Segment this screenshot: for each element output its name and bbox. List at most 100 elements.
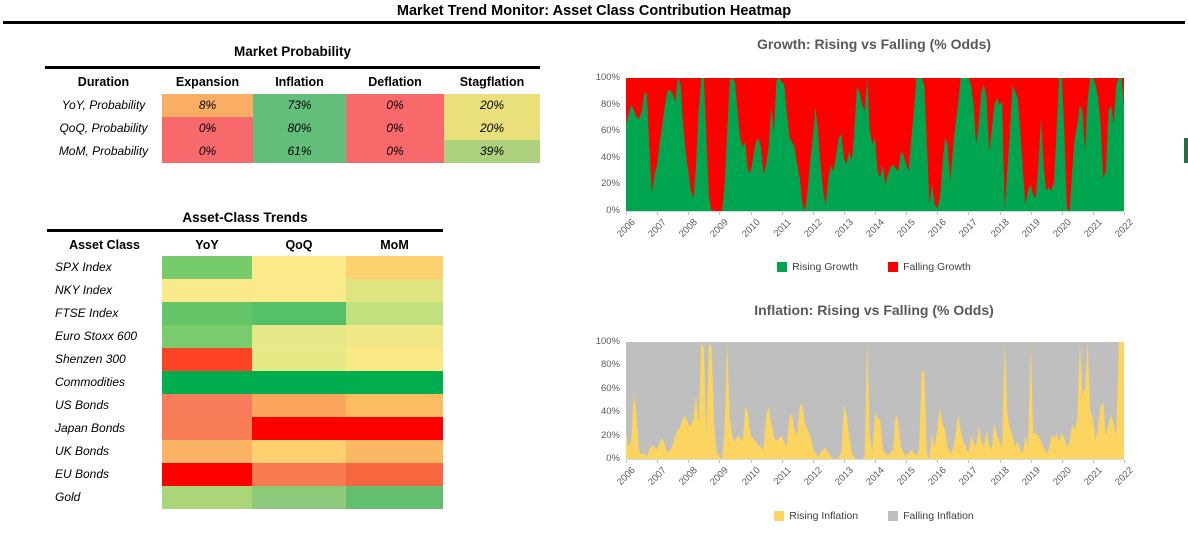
rising-growth-swatch-icon xyxy=(777,262,788,272)
heatmap-cell[interactable] xyxy=(252,394,346,417)
market-probability-table: Market Probability Duration Expansion Infl… xyxy=(45,44,540,166)
x-axis-tick xyxy=(781,460,783,463)
probability-cell[interactable]: 80% xyxy=(253,117,346,140)
probability-cell[interactable]: 0% xyxy=(346,117,444,140)
heatmap-cell[interactable] xyxy=(162,325,252,348)
row-label: FTSE Index xyxy=(55,306,119,320)
y-axis-tick-label: 40% xyxy=(600,151,620,163)
table-row: NKY Index xyxy=(47,279,443,302)
y-axis-tick-label: 60% xyxy=(600,125,620,137)
x-axis-tick-label: 2012 xyxy=(801,217,825,240)
heatmap-cell[interactable] xyxy=(252,256,346,279)
inflation-chart[interactable]: Inflation: Rising vs Falling (% Odds) Ri… xyxy=(560,296,1188,547)
x-axis-tick-label: 2010 xyxy=(739,217,763,240)
table-row: Euro Stoxx 600 xyxy=(47,325,443,348)
heatmap-cell[interactable] xyxy=(162,302,252,325)
x-axis-tick-label: 2022 xyxy=(1113,217,1136,240)
page-title: Market Trend Monitor: Asset Class Contri… xyxy=(396,3,792,19)
heatmap-cell[interactable] xyxy=(252,486,346,509)
heatmap-cell[interactable] xyxy=(346,486,443,509)
heatmap-cell[interactable] xyxy=(252,279,346,302)
heatmap-cell[interactable] xyxy=(162,348,252,371)
heatmap-cell[interactable] xyxy=(252,417,346,440)
inflation-chart-plot[interactable] xyxy=(626,342,1124,459)
inflation-chart-legend: Rising Inflation Falling Inflation xyxy=(560,510,1188,522)
heatmap-cell[interactable] xyxy=(346,279,443,302)
probability-cell[interactable]: 73% xyxy=(253,94,346,117)
x-axis-tick xyxy=(906,212,908,215)
legend-label: Rising Inflation xyxy=(789,510,859,522)
x-axis-tick-label: 2008 xyxy=(677,465,701,488)
heatmap-cell[interactable] xyxy=(162,417,252,440)
x-axis-tick xyxy=(812,460,814,463)
asset-class-trends-title: Asset-Class Trends xyxy=(182,210,308,225)
probability-cell[interactable]: 61% xyxy=(253,140,346,163)
heatmap-cell[interactable] xyxy=(346,463,443,486)
heatmap-cell[interactable] xyxy=(162,279,252,302)
x-axis-tick-label: 2021 xyxy=(1081,217,1105,240)
x-axis-tick xyxy=(688,212,690,215)
table-row: US Bonds xyxy=(47,394,443,417)
y-axis-tick-label: 60% xyxy=(600,382,620,394)
x-axis-line xyxy=(626,459,1124,460)
heatmap-cell[interactable] xyxy=(346,440,443,463)
table-row: Gold xyxy=(47,486,443,509)
heatmap-cell[interactable] xyxy=(252,325,346,348)
row-label: UK Bonds xyxy=(55,444,110,458)
heatmap-cell[interactable] xyxy=(252,348,346,371)
asset-class-trends-header-row: Asset Class YoY QoQ MoM xyxy=(47,233,443,257)
probability-cell[interactable]: 39% xyxy=(444,140,540,163)
column-header: Deflation xyxy=(368,75,422,89)
row-label: Gold xyxy=(55,490,81,504)
heatmap-cell[interactable] xyxy=(162,440,252,463)
x-axis-tick xyxy=(999,212,1001,215)
heatmap-cell[interactable] xyxy=(252,371,346,394)
probability-cell[interactable]: 8% xyxy=(162,94,253,117)
row-label: MoM, Probability xyxy=(58,144,149,158)
probability-cell[interactable]: 0% xyxy=(162,117,253,140)
heatmap-cell[interactable] xyxy=(162,486,252,509)
probability-cell[interactable]: 20% xyxy=(444,117,540,140)
heatmap-cell[interactable] xyxy=(162,371,252,394)
probability-cell[interactable]: 0% xyxy=(346,94,444,117)
y-axis-tick-label: 80% xyxy=(600,359,620,371)
x-axis-tick xyxy=(875,212,876,215)
x-axis-tick-label: 2008 xyxy=(677,217,701,240)
probability-cell[interactable]: 20% xyxy=(444,94,540,117)
x-axis-tick xyxy=(1124,212,1125,215)
x-axis-tick xyxy=(875,460,876,463)
y-axis-tick-label: 20% xyxy=(600,178,620,190)
heatmap-cell[interactable] xyxy=(346,325,443,348)
heatmap-cell[interactable] xyxy=(346,348,443,371)
growth-chart-title: Growth: Rising vs Falling (% Odds) xyxy=(756,36,992,52)
heatmap-cell[interactable] xyxy=(346,256,443,279)
falling-growth-swatch-icon xyxy=(888,262,899,272)
x-axis-tick xyxy=(843,212,845,215)
x-axis-tick-label: 2016 xyxy=(926,465,950,488)
heatmap-cell[interactable] xyxy=(162,394,252,417)
probability-cell[interactable]: 0% xyxy=(346,140,444,163)
heatmap-cell[interactable] xyxy=(346,394,443,417)
probability-cell[interactable]: 0% xyxy=(162,140,253,163)
heatmap-cell[interactable] xyxy=(162,256,252,279)
x-axis-tick xyxy=(937,212,939,215)
heatmap-cell[interactable] xyxy=(346,371,443,394)
row-label: Euro Stoxx 600 xyxy=(55,329,138,343)
row-label: Japan Bonds xyxy=(55,421,126,435)
heatmap-cell[interactable] xyxy=(162,463,252,486)
x-axis-tick-label: 2018 xyxy=(988,465,1012,488)
x-axis-tick-label: 2017 xyxy=(957,217,981,240)
growth-chart[interactable]: Growth: Rising vs Falling (% Odds) Risin… xyxy=(560,30,1188,282)
market-probability-title: Market Probability xyxy=(233,44,352,59)
legend-item: Rising Inflation xyxy=(774,510,858,522)
heatmap-cell[interactable] xyxy=(346,417,443,440)
heatmap-cell[interactable] xyxy=(252,463,346,486)
y-axis-tick-label: 0% xyxy=(606,205,620,216)
heatmap-cell[interactable] xyxy=(252,440,346,463)
x-axis-tick-label: 2011 xyxy=(771,217,794,240)
heatmap-cell[interactable] xyxy=(346,302,443,325)
heatmap-cell[interactable] xyxy=(252,302,346,325)
growth-chart-plot[interactable] xyxy=(626,78,1124,211)
table-row: FTSE Index xyxy=(47,302,443,325)
x-axis-tick-label: 2010 xyxy=(739,465,763,488)
